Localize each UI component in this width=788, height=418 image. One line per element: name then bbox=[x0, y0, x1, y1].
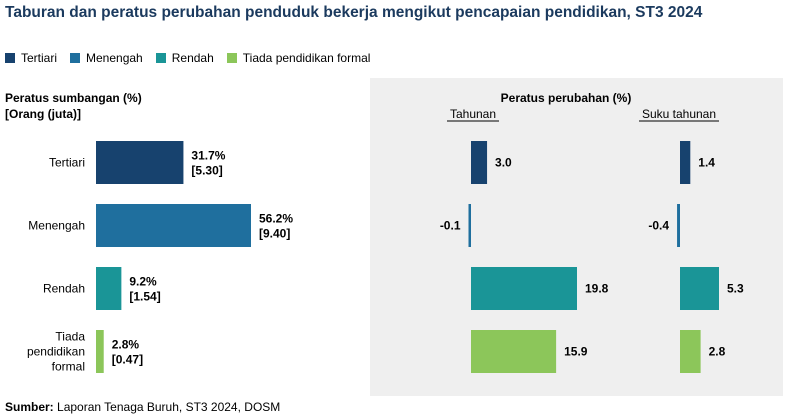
legend: Tertiari Menengah Rendah Tiada pendidika… bbox=[5, 50, 383, 66]
secondary-label: [9.40] bbox=[259, 227, 290, 241]
category-label: Rendah bbox=[43, 282, 85, 296]
bar bbox=[680, 267, 719, 310]
legend-item-menengah: Menengah bbox=[70, 51, 143, 65]
data-label: -0.4 bbox=[648, 219, 669, 233]
data-label: 9.2% bbox=[129, 275, 157, 289]
secondary-label: [5.30] bbox=[191, 164, 222, 178]
data-label: 56.2% bbox=[259, 212, 293, 226]
panel-subtitle: [Orang (juta)] bbox=[5, 107, 81, 121]
category-label: pendidikan bbox=[27, 345, 85, 359]
secondary-label: [1.54] bbox=[129, 290, 160, 304]
category-label: Menengah bbox=[28, 219, 85, 233]
bar bbox=[471, 267, 577, 310]
legend-label: Rendah bbox=[171, 51, 214, 65]
data-label: -0.1 bbox=[440, 219, 461, 233]
category-label: Tiada bbox=[55, 330, 85, 344]
legend-swatch bbox=[5, 53, 15, 63]
legend-swatch bbox=[155, 53, 166, 63]
legend-label: Menengah bbox=[86, 51, 143, 65]
legend-swatch bbox=[226, 53, 237, 63]
bar bbox=[96, 141, 184, 184]
source-text: Laporan Tenaga Buruh, ST3 2024, DOSM bbox=[53, 400, 281, 414]
data-label: 2.8% bbox=[112, 338, 140, 352]
data-label: 19.8 bbox=[585, 282, 609, 296]
bar bbox=[96, 330, 104, 373]
data-label: 5.3 bbox=[727, 282, 744, 296]
legend-item-tiada: Tiada pendidikan formal bbox=[226, 51, 371, 65]
bar bbox=[96, 204, 251, 247]
panel-title: Peratus perubahan (%) bbox=[501, 91, 632, 105]
bar bbox=[471, 141, 488, 184]
data-label: 31.7% bbox=[191, 149, 225, 163]
panel-background bbox=[370, 78, 783, 396]
legend-swatch bbox=[70, 53, 81, 63]
bar bbox=[680, 330, 701, 373]
source-label: Sumber: bbox=[5, 400, 54, 414]
source-note: Sumber: Laporan Tenaga Buruh, ST3 2024, … bbox=[5, 400, 280, 414]
secondary-label: [0.47] bbox=[112, 353, 143, 367]
bar bbox=[677, 204, 680, 247]
category-label: formal bbox=[52, 360, 85, 374]
category-label: Tertiari bbox=[49, 156, 85, 170]
legend-label: Tiada pendidikan formal bbox=[242, 51, 371, 65]
legend-label: Tertiari bbox=[21, 51, 58, 65]
data-label: 3.0 bbox=[495, 156, 512, 170]
bar bbox=[680, 141, 691, 184]
chart-title: Taburan dan peratus perubahan penduduk b… bbox=[5, 4, 703, 21]
data-label: 15.9 bbox=[564, 345, 588, 359]
panel-header: Suku tahunan bbox=[642, 107, 716, 121]
data-label: 1.4 bbox=[698, 156, 715, 170]
data-label: 2.8 bbox=[709, 345, 726, 359]
legend-item-rendah: Rendah bbox=[155, 51, 214, 65]
panel-title: Peratus sumbangan (%) bbox=[5, 91, 142, 105]
bar bbox=[468, 204, 471, 247]
panel-header: Tahunan bbox=[450, 107, 496, 121]
bar bbox=[471, 330, 557, 373]
legend-item-tertiari: Tertiari bbox=[5, 51, 57, 65]
bar bbox=[96, 267, 122, 310]
